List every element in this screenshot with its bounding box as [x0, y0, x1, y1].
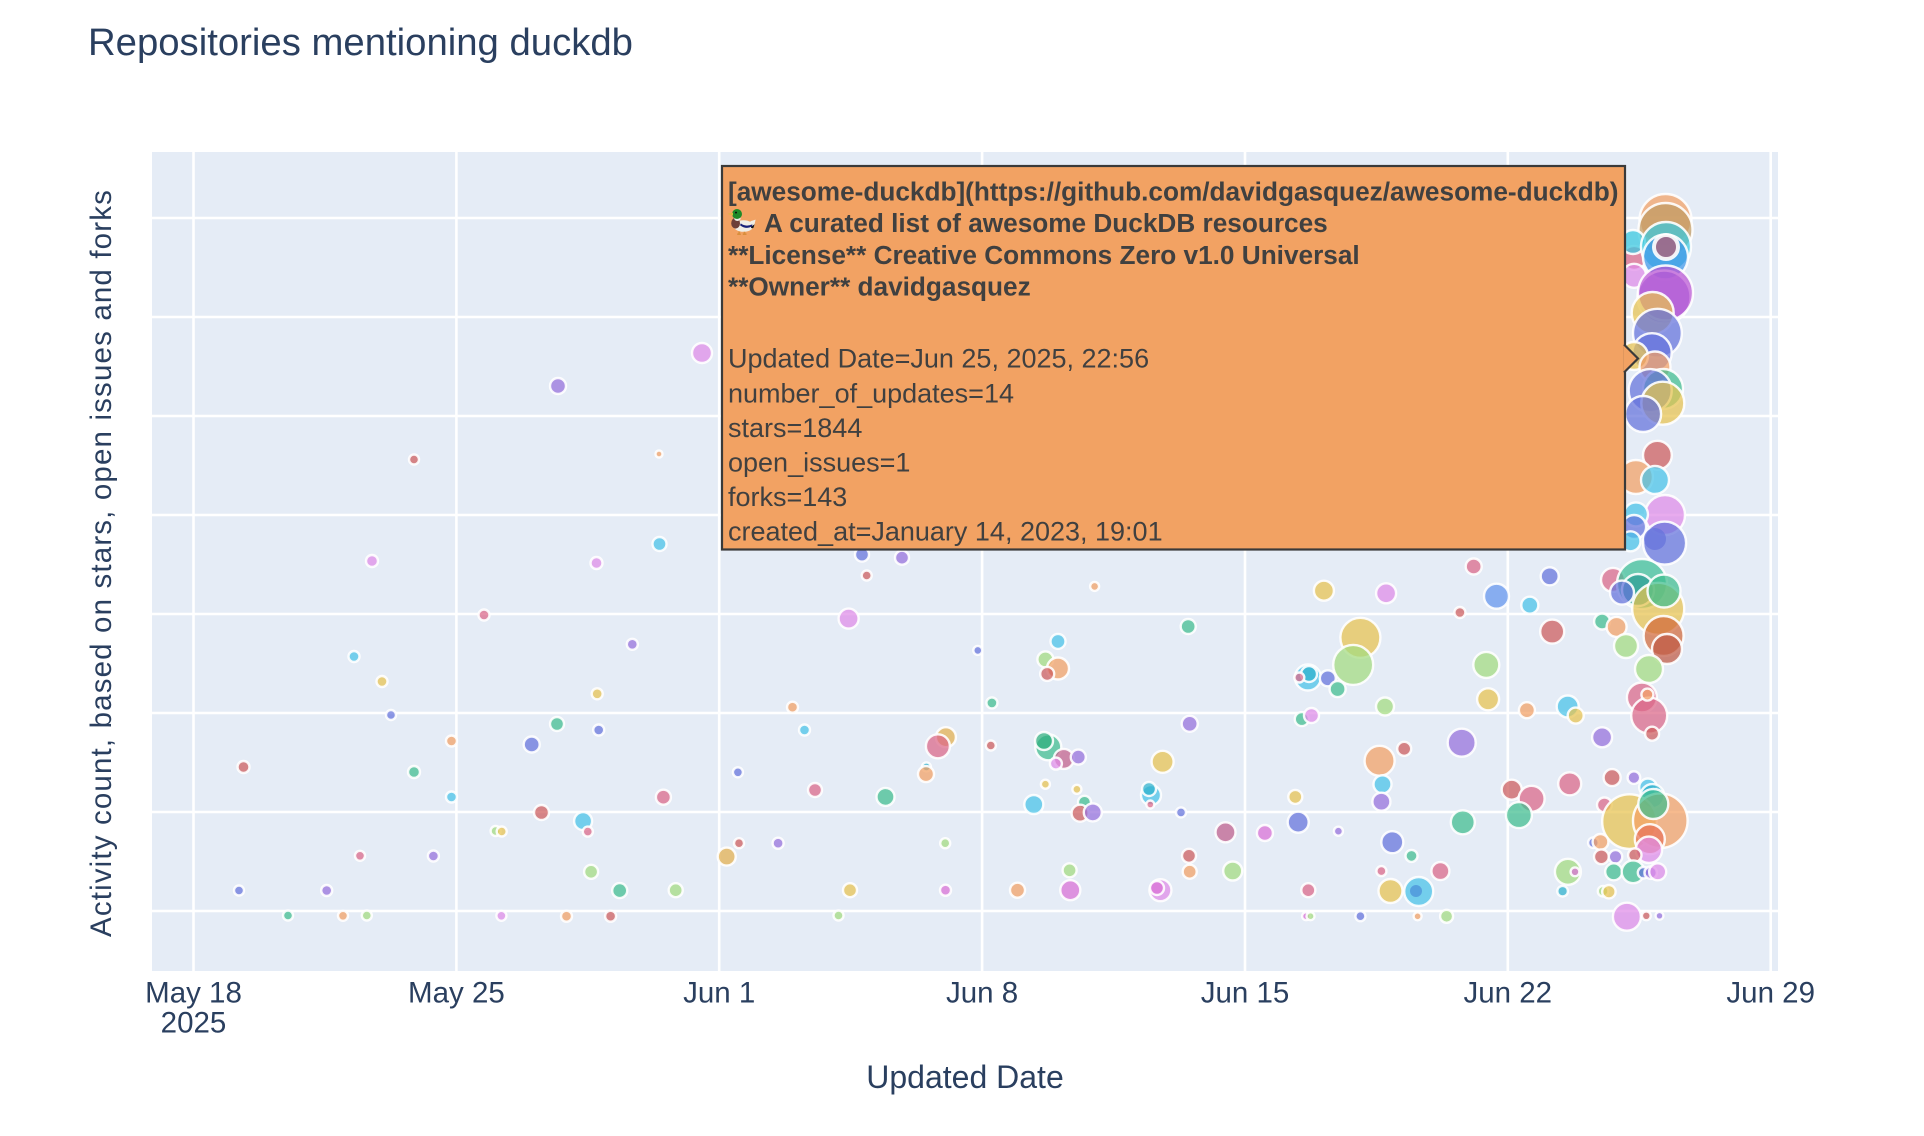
svg-text:Jun 8: Jun 8	[946, 977, 1018, 1010]
svg-text:forks=143: forks=143	[728, 482, 847, 512]
svg-text:Jun 15: Jun 15	[1201, 977, 1290, 1010]
svg-text:Jun 1: Jun 1	[683, 977, 755, 1010]
svg-text:[awesome-duckdb](https://githu: [awesome-duckdb](https://github.com/davi…	[728, 177, 1618, 207]
svg-text:created_at=January 14, 2023, 1: created_at=January 14, 2023, 19:01	[728, 517, 1163, 547]
svg-text:Jun 22: Jun 22	[1464, 977, 1553, 1010]
svg-text:Updated Date: Updated Date	[866, 1059, 1063, 1095]
svg-text:stars=1844: stars=1844	[728, 413, 862, 443]
svg-text:Repositories mentioning duckdb: Repositories mentioning duckdb	[88, 21, 633, 64]
svg-text:Jun 29: Jun 29	[1726, 977, 1815, 1010]
svg-text:2025: 2025	[161, 1007, 227, 1040]
svg-text:Activity count, based on stars: Activity count, based on stars, open iss…	[85, 189, 118, 937]
svg-text:open_issues=1: open_issues=1	[728, 447, 910, 477]
svg-text:Updated Date=Jun 25, 2025, 22:: Updated Date=Jun 25, 2025, 22:56	[728, 344, 1149, 374]
svg-text:May 25: May 25	[408, 977, 505, 1010]
svg-text:**License** Creative Commons Z: **License** Creative Commons Zero v1.0 U…	[728, 240, 1360, 270]
svg-text:May 18: May 18	[145, 977, 242, 1010]
svg-text:**Owner** davidgasquez: **Owner** davidgasquez	[728, 271, 1031, 301]
svg-text:number_of_updates=14: number_of_updates=14	[728, 378, 1014, 408]
svg-text:A curated list of awesome Duck: A curated list of awesome DuckDB resourc…	[764, 208, 1328, 238]
